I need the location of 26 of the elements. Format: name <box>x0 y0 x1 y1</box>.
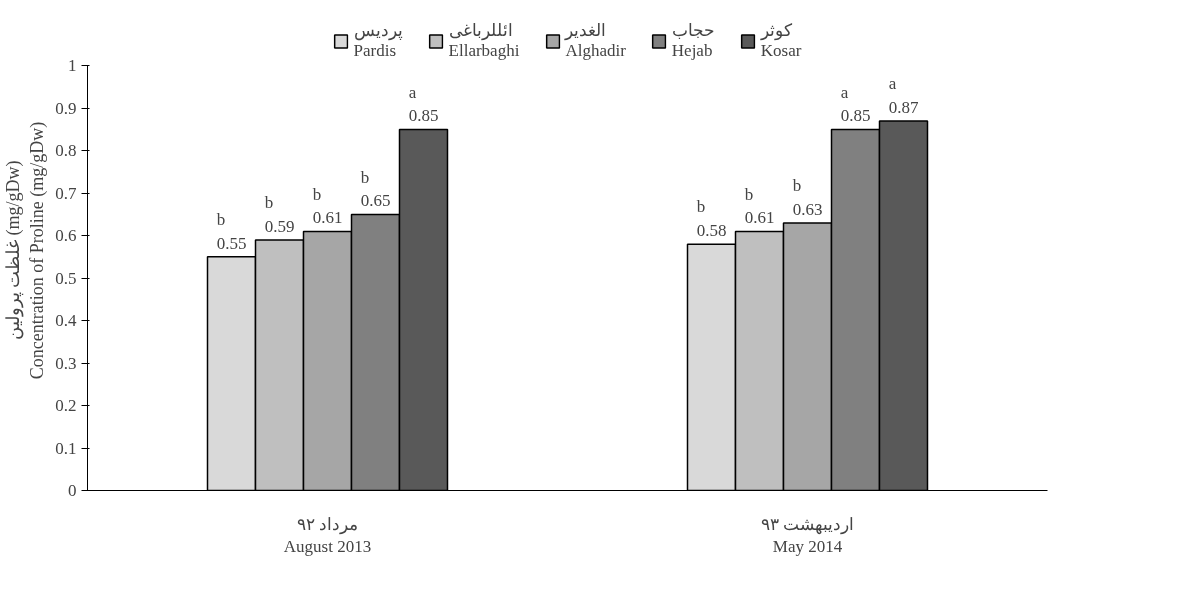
y-tick-label: 0.5 <box>55 268 77 288</box>
data-label: b 0.65 <box>360 167 391 211</box>
data-label: b 0.61 <box>312 184 343 228</box>
y-tick-label: 0.9 <box>55 98 77 118</box>
legend-label: ائللرباغی Ellarbaghi <box>448 20 520 61</box>
data-label: a 0.87 <box>888 74 919 117</box>
y-tick-label: 0.8 <box>55 141 77 161</box>
data-label: b 0.55 <box>216 210 247 253</box>
y-tick-label: 0.3 <box>55 353 77 373</box>
y-tick-label: 0 <box>68 481 77 500</box>
data-label: a 0.85 <box>408 82 439 126</box>
data-label: b 0.63 <box>792 176 823 219</box>
y-tick-label: 0.4 <box>55 311 77 331</box>
y-tick-label: 0.7 <box>55 183 77 203</box>
legend-label: پردیس Pardis <box>353 20 403 61</box>
y-tick-label: 0.1 <box>55 438 77 458</box>
data-label: b 0.59 <box>264 193 295 236</box>
y-tick-label: 1 <box>68 56 77 76</box>
data-label: b 0.58 <box>696 197 727 241</box>
legend-label: حجاب Hejab <box>671 20 715 61</box>
y-tick-label: 0.2 <box>55 396 77 416</box>
legend-label: کوثر Kosar <box>760 20 802 61</box>
legend-label: الغدیر Alghadir <box>565 20 626 61</box>
data-label: b 0.61 <box>744 184 775 228</box>
y-tick-label: 0.6 <box>55 226 77 246</box>
data-label: a 0.85 <box>840 82 871 126</box>
